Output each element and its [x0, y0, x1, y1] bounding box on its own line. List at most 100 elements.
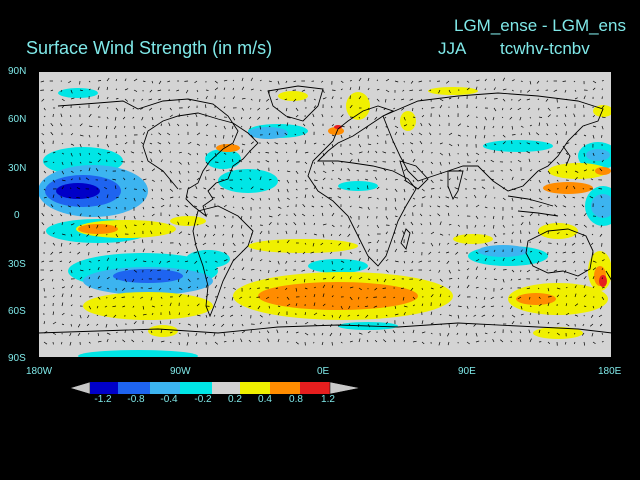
- wind-vector: [528, 329, 531, 334]
- wind-vector: [214, 341, 219, 345]
- wind-vector: [526, 98, 531, 101]
- wind-vector: [601, 205, 604, 208]
- wind-vector: [277, 206, 282, 209]
- wind-vector: [293, 213, 297, 217]
- wind-vector: [250, 240, 253, 244]
- wind-vector: [357, 134, 360, 138]
- wind-vector: [133, 197, 136, 202]
- season-label: JJA: [438, 39, 467, 58]
- wind-vector: [394, 215, 398, 217]
- wind-vector: [104, 305, 108, 308]
- wind-vector: [286, 330, 288, 334]
- wind-vector: [547, 188, 551, 192]
- wind-vector: [115, 151, 117, 154]
- wind-vector: [169, 331, 173, 334]
- wind-vector: [483, 134, 486, 139]
- wind-vector: [105, 134, 108, 139]
- wind-vector: [148, 98, 153, 101]
- wind-vector: [457, 104, 459, 109]
- wind-vector: [547, 150, 550, 154]
- wind-vector: [556, 140, 559, 145]
- wind-vector: [481, 305, 486, 308]
- wind-vector: [169, 107, 172, 111]
- wind-vector: [538, 160, 541, 163]
- wind-vector: [493, 242, 498, 244]
- wind-vector: [383, 278, 387, 283]
- wind-vector: [529, 213, 533, 217]
- wind-vector: [374, 176, 378, 181]
- wind-vector: [196, 177, 200, 181]
- wind-vector: [115, 323, 118, 327]
- wind-vector: [241, 258, 243, 262]
- wind-vector: [574, 177, 578, 181]
- wind-vector: [249, 287, 252, 290]
- wind-vector: [266, 296, 270, 299]
- wind-vector: [502, 141, 506, 145]
- wind-vector: [538, 240, 542, 244]
- wind-vector: [213, 178, 216, 181]
- wind-vector: [196, 286, 199, 289]
- wind-vector: [367, 330, 371, 334]
- wind-vector: [295, 114, 299, 118]
- wind-vector: [555, 124, 558, 127]
- wind-vector: [97, 267, 100, 271]
- wind-vector: [229, 314, 234, 317]
- wind-vector: [304, 232, 307, 235]
- wind-vector: [364, 178, 369, 181]
- wind-vector: [457, 123, 462, 127]
- wind-vector: [331, 341, 333, 346]
- wind-vector: [349, 276, 352, 280]
- wind-vector: [563, 213, 567, 217]
- wind-vector: [115, 98, 119, 100]
- wind-vector: [358, 258, 361, 262]
- wind-vector: [574, 341, 576, 345]
- wind-vector: [563, 194, 567, 199]
- wind-vector: [214, 87, 219, 91]
- wind-vector: [160, 197, 164, 201]
- wind-vector: [169, 170, 172, 174]
- wind-vector: [437, 213, 441, 217]
- wind-vector: [133, 78, 138, 82]
- wind-vector: [454, 187, 459, 190]
- wind-vector: [79, 286, 81, 289]
- wind-vector: [358, 77, 362, 82]
- wind-vector: [266, 330, 270, 334]
- wind-vector: [457, 314, 460, 319]
- wind-vector: [340, 277, 343, 280]
- wind-vector: [492, 339, 495, 343]
- wind-vector: [439, 233, 444, 236]
- wind-vector: [519, 331, 522, 334]
- wind-vector: [133, 224, 137, 226]
- wind-vector: [556, 170, 559, 174]
- wind-vector: [150, 158, 153, 163]
- wind-vector: [590, 314, 594, 318]
- wind-vector: [502, 77, 506, 82]
- wind-vector: [535, 132, 540, 136]
- wind-vector: [286, 303, 291, 307]
- wind-vector: [475, 259, 480, 262]
- wind-vector: [70, 187, 72, 190]
- wind-vector: [113, 314, 117, 318]
- wind-vector: [311, 122, 315, 127]
- wind-vector: [556, 242, 559, 245]
- wind-vector: [259, 269, 262, 272]
- lon-label-90e: 90E: [458, 366, 476, 377]
- wind-vector: [536, 80, 540, 84]
- wind-vector: [49, 269, 54, 272]
- wind-vector: [312, 113, 315, 118]
- wind-vector: [241, 267, 245, 271]
- wind-vector: [565, 286, 568, 289]
- wind-vector: [358, 338, 361, 343]
- wind-vector: [466, 167, 469, 172]
- wind-vector: [418, 80, 423, 83]
- wind-vector: [358, 195, 361, 199]
- wind-vector: [520, 80, 523, 82]
- wind-vector: [501, 305, 504, 307]
- wind-vector: [438, 114, 441, 118]
- wind-vector: [313, 185, 317, 190]
- wind-vector: [151, 322, 153, 325]
- wind-vector: [295, 303, 298, 307]
- wind-vector: [410, 287, 414, 292]
- wind-vector: [421, 170, 424, 173]
- wind-vector: [457, 277, 460, 280]
